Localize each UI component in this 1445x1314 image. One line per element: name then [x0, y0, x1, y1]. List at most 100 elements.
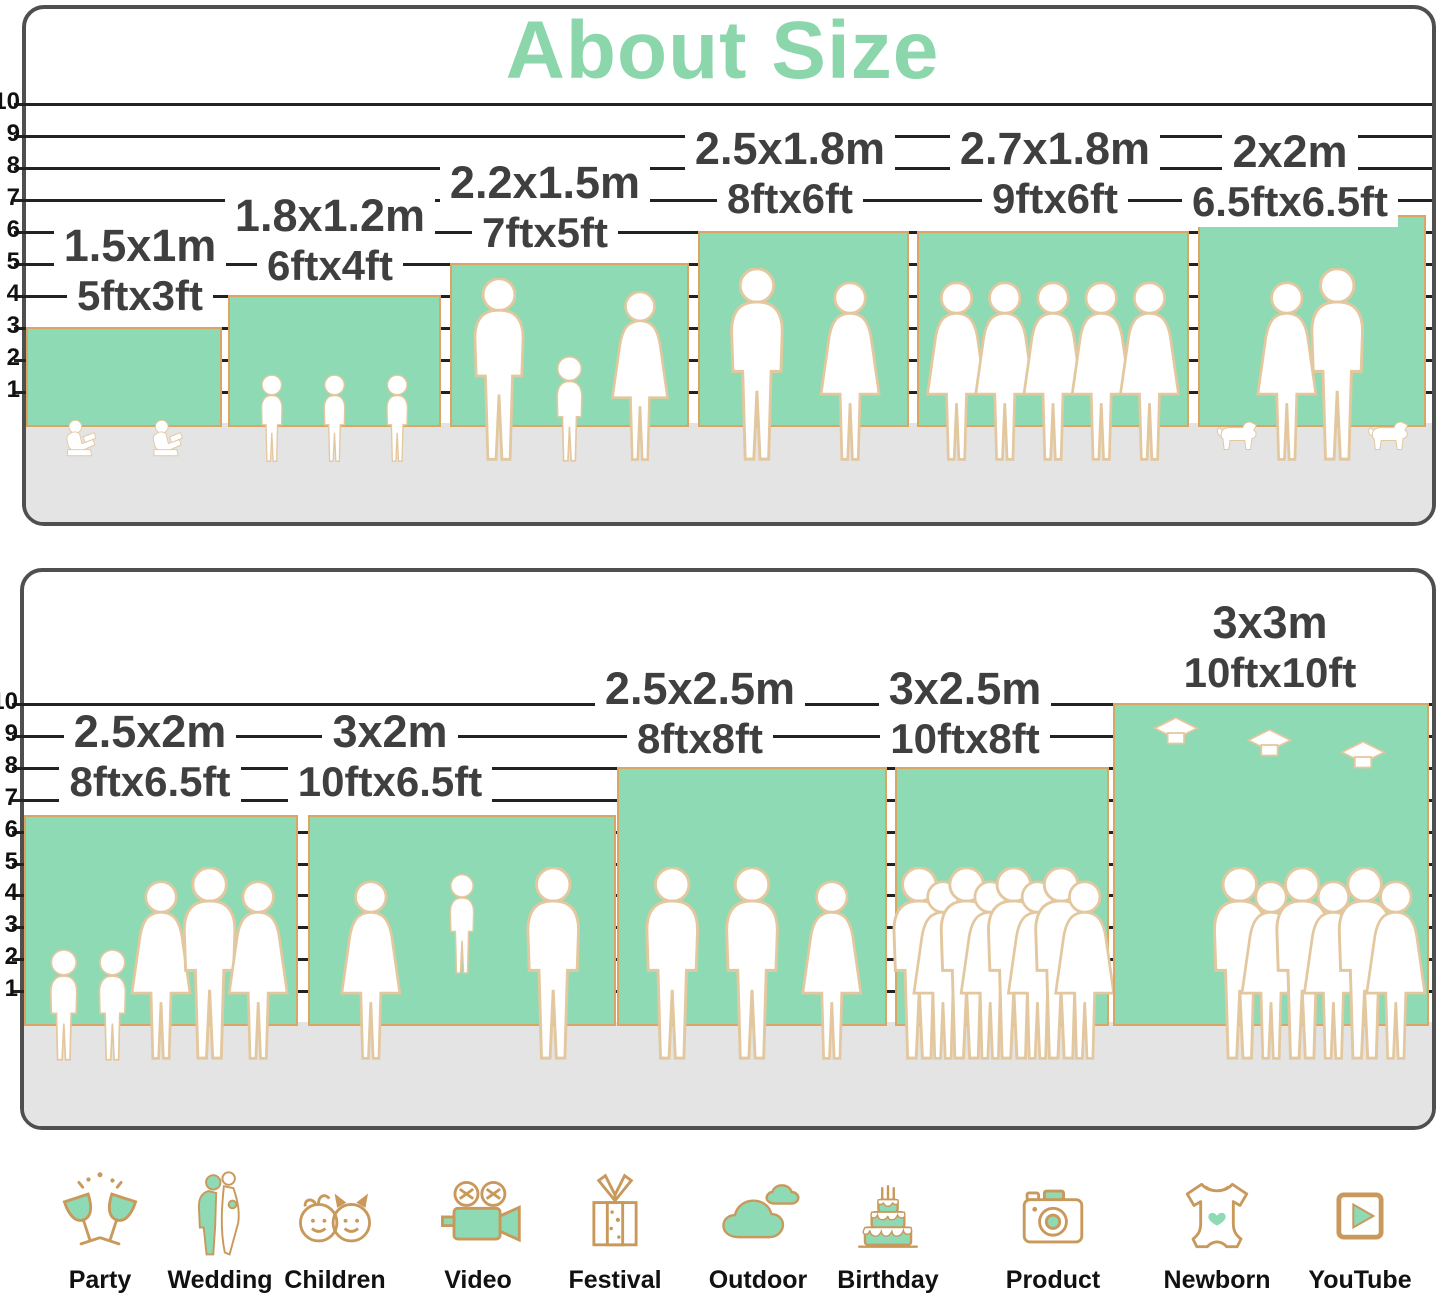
size-metric: 1.5x1m — [53, 221, 227, 271]
size-metric: 2x2m — [1222, 127, 1358, 177]
category-label: Festival — [568, 1266, 662, 1294]
size-metric: 2.2x1.5m — [439, 158, 651, 208]
axis-tick-label: 1 — [6, 376, 20, 403]
size-imperial: 6.5ftx6.5ft — [1181, 177, 1399, 227]
size-metric: 1.8x1.2m — [224, 191, 436, 241]
backdrop-rect — [1113, 703, 1429, 1060]
axis-tick-label: 6 — [6, 216, 20, 243]
size-label: 2.5x2.5m 8ftx8ft — [530, 664, 870, 764]
axis-tick-label: 2 — [6, 344, 20, 371]
backdrop-rect — [308, 815, 616, 1060]
axis-tick-label: 8 — [6, 152, 20, 179]
size-imperial: 8ftx6ft — [716, 174, 864, 224]
category-party: Party — [25, 1168, 175, 1295]
size-panel-top: 1.5x1m 5ftx3ft 1.8x1.2m 6ftx4ft 2.2x1.5m… — [0, 5, 1436, 526]
category-label: Wedding — [167, 1266, 273, 1294]
page-title: About Size — [505, 5, 940, 96]
video-camera-icon — [430, 1168, 526, 1264]
size-label: 3x2.5m 10ftx8ft — [795, 664, 1135, 764]
axis-tick-label: 1 — [4, 975, 18, 1003]
backdrop-rect — [24, 815, 298, 1061]
size-label: 2.7x1.8m 9ftx6ft — [885, 124, 1225, 224]
play-button-icon — [1312, 1168, 1408, 1264]
gift-box-icon — [567, 1168, 663, 1264]
backdrop-rect — [698, 231, 909, 461]
people-silhouette — [340, 867, 581, 1060]
backdrop-rect — [1198, 215, 1426, 461]
people-silhouette — [473, 278, 669, 462]
category-children: Children — [260, 1168, 410, 1295]
category-product: Product — [978, 1168, 1128, 1295]
size-label: 3x2m 10ftx6.5ft — [220, 707, 560, 807]
category-video: Video — [403, 1168, 553, 1295]
size-imperial: 9ftx6ft — [981, 174, 1129, 224]
category-outdoor: Outdoor — [683, 1168, 833, 1295]
size-label: 3x3m 10ftx10ft — [1100, 598, 1440, 698]
category-label: YouTube — [1308, 1266, 1412, 1294]
backdrop-rect — [617, 767, 887, 1060]
backdrop-rect — [917, 231, 1189, 461]
backdrop-rect — [892, 767, 1116, 1060]
axis-tick-label: 9 — [4, 719, 18, 747]
category-label: Video — [444, 1266, 512, 1294]
people-silhouette — [645, 867, 863, 1060]
size-metric: 2.5x2.5m — [594, 664, 806, 714]
category-festival: Festival — [540, 1168, 690, 1295]
category-label: Party — [68, 1266, 132, 1294]
people-silhouette — [1153, 716, 1427, 1060]
size-imperial: 7ftx5ft — [471, 208, 619, 258]
category-birthday: Birthday — [813, 1168, 963, 1295]
axis-tick-label: 4 — [6, 280, 20, 307]
size-label: 1.8x1.2m 6ftx4ft — [160, 191, 500, 291]
category-label: Newborn — [1163, 1266, 1271, 1294]
people-silhouette — [892, 867, 1116, 1060]
backdrop-rect — [228, 295, 441, 462]
axis-tick-label: 10 — [0, 88, 20, 115]
people-silhouette — [1216, 268, 1409, 461]
size-label: 2.5x1.8m 8ftx6ft — [620, 124, 960, 224]
size-label: 2.2x1.5m 7ftx5ft — [375, 158, 715, 258]
size-metric: 2.5x2m — [63, 707, 237, 757]
people-silhouette — [66, 419, 183, 457]
category-youtube: YouTube — [1285, 1168, 1435, 1295]
backdrop-rect — [26, 327, 222, 457]
party-glasses-icon — [52, 1168, 148, 1264]
size-imperial: 5ftx3ft — [66, 271, 214, 321]
size-metric: 3x2m — [322, 707, 458, 757]
clouds-icon — [710, 1168, 806, 1264]
axis-tick-label: 5 — [6, 248, 20, 275]
size-imperial: 10ftx6.5ft — [287, 757, 493, 807]
people-silhouette — [49, 867, 289, 1061]
size-metric: 2.7x1.8m — [949, 124, 1161, 174]
size-imperial: 10ftx10ft — [1173, 648, 1367, 698]
axis-tick-label: 9 — [6, 120, 20, 147]
birthday-cake-icon — [840, 1168, 936, 1264]
size-panel-bottom: 2.5x2m 8ftx6.5ft 3x2m 10ftx6.5ft 2.5x2.5… — [0, 568, 1436, 1130]
category-label: Outdoor — [708, 1266, 808, 1294]
category-newborn: Newborn — [1142, 1168, 1292, 1295]
axis-tick-label: 8 — [4, 751, 18, 779]
axis-tick-label: 10 — [0, 688, 18, 715]
floor — [26, 423, 1432, 522]
category-label: Birthday — [837, 1266, 939, 1294]
axis-tick-label: 7 — [6, 184, 20, 211]
gridline — [14, 103, 1432, 106]
wedding-couple-icon — [172, 1168, 268, 1264]
backdrop-rect — [450, 263, 689, 462]
axis-tick-label: 7 — [4, 783, 18, 811]
category-row: Party Wedding Children Video Festival Outdoor… — [0, 1168, 1445, 1314]
people-silhouette — [260, 374, 409, 462]
size-metric: 3x3m — [1202, 598, 1338, 648]
axis-tick-label: 3 — [6, 312, 20, 339]
size-metric: 2.5x1.8m — [684, 124, 896, 174]
size-imperial: 6ftx4ft — [256, 241, 404, 291]
size-imperial: 8ftx6.5ft — [59, 757, 241, 807]
axis-tick-label: 3 — [4, 911, 18, 939]
size-metric: 3x2.5m — [878, 664, 1052, 714]
people-silhouette — [926, 281, 1180, 461]
axis-tick-label: 4 — [4, 879, 18, 907]
size-imperial: 10ftx8ft — [880, 714, 1050, 764]
category-label: Children — [284, 1266, 386, 1294]
baby-onesie-icon — [1169, 1168, 1265, 1264]
axis-tick-label: 5 — [4, 847, 18, 875]
